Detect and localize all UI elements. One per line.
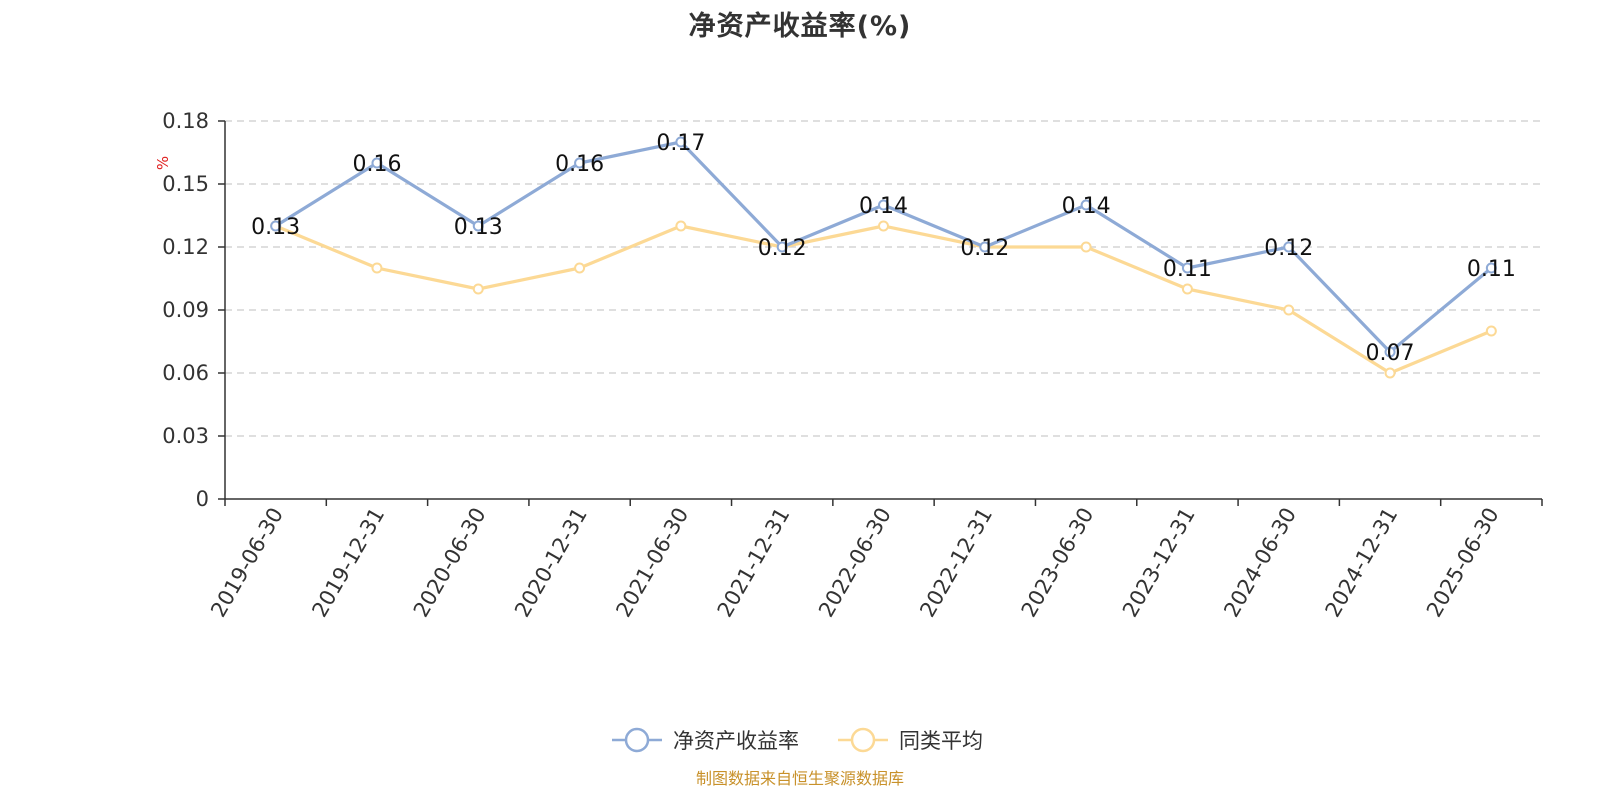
legend-item-roe[interactable]: 净资产收益率 bbox=[612, 727, 799, 753]
data-point bbox=[878, 220, 889, 232]
x-tick-label: 2024-06-30 bbox=[1219, 504, 1301, 622]
data-point bbox=[1485, 325, 1497, 337]
source-note: 制图数据来自恒生聚源数据库 bbox=[695, 769, 904, 788]
data-point bbox=[675, 220, 687, 232]
y-tick-label: 0.09 bbox=[162, 298, 209, 322]
y-tick-label: 0.12 bbox=[162, 235, 209, 259]
legend-label: 净资产收益率 bbox=[673, 729, 799, 753]
x-tick-label: 2025-06-30 bbox=[1422, 504, 1504, 622]
data-point bbox=[1080, 199, 1092, 211]
data-label: 0.11 bbox=[1467, 257, 1516, 282]
y-tick-label: 0.15 bbox=[162, 172, 209, 196]
data-point bbox=[1080, 241, 1092, 253]
data-labels: 0.13 0.16 0.13 0.16 0.17 0.12 0.14 0.12 0.14 0.11… bbox=[251, 131, 1516, 366]
axes: 0 0.03 0.06 0.09 0.12 0.15 0.18% 2019-06-30 2019… bbox=[154, 109, 1543, 622]
data-point bbox=[1283, 304, 1295, 316]
data-point bbox=[1384, 367, 1396, 379]
y-tick-label: 0.03 bbox=[162, 424, 209, 448]
x-tick-label: 2023-06-30 bbox=[1017, 504, 1099, 622]
x-tick-label: 2021-12-31 bbox=[713, 504, 795, 622]
data-label: 0.13 bbox=[251, 215, 300, 240]
data-point bbox=[574, 157, 586, 169]
x-tick-label: 2024-12-31 bbox=[1321, 504, 1403, 622]
data-point bbox=[472, 283, 484, 295]
data-label: 0.12 bbox=[758, 236, 807, 261]
data-point bbox=[472, 220, 484, 232]
data-point bbox=[1181, 283, 1193, 295]
data-point bbox=[979, 241, 991, 253]
data-label: 0.12 bbox=[1264, 236, 1313, 261]
data-label: 0.14 bbox=[1062, 194, 1111, 219]
y-axis-unit: % bbox=[154, 156, 172, 170]
y-tick-label: 0.06 bbox=[162, 361, 209, 385]
data-point bbox=[371, 262, 383, 274]
data-label: 0.17 bbox=[656, 131, 705, 156]
data-point bbox=[574, 262, 586, 274]
x-tick-label: 2020-06-30 bbox=[409, 504, 491, 622]
series-lines bbox=[270, 136, 1497, 379]
x-tick-label: 2022-06-30 bbox=[814, 504, 896, 622]
y-tick-label: 0 bbox=[196, 487, 209, 511]
x-tick-label: 2019-06-30 bbox=[206, 504, 288, 622]
legend-marker bbox=[850, 727, 876, 753]
data-label: 0.14 bbox=[859, 194, 908, 219]
data-point bbox=[371, 157, 383, 169]
data-point bbox=[1283, 241, 1295, 253]
x-tick-label: 2022-12-31 bbox=[915, 503, 997, 621]
data-label: 0.07 bbox=[1366, 341, 1415, 366]
data-point bbox=[270, 220, 282, 232]
grid-lines bbox=[225, 120, 1542, 437]
data-label: 0.16 bbox=[555, 152, 604, 177]
x-tick-label: 2023-12-31 bbox=[1118, 504, 1200, 622]
data-label: 0.13 bbox=[454, 215, 503, 240]
chart-title: 净资产收益率(%) bbox=[688, 11, 912, 42]
legend-marker bbox=[624, 727, 650, 753]
x-tick-label: 2021-06-30 bbox=[611, 504, 693, 622]
data-point bbox=[1384, 346, 1396, 358]
data-label: 0.11 bbox=[1163, 257, 1212, 282]
x-tick-label: 2019-12-31 bbox=[307, 504, 389, 622]
y-tick-label: 0.18 bbox=[162, 109, 209, 133]
legend-label: 同类平均 bbox=[899, 729, 983, 753]
x-tick-label: 2020-12-31 bbox=[510, 504, 592, 622]
data-label: 0.16 bbox=[352, 152, 401, 177]
data-point bbox=[1181, 262, 1193, 274]
legend-item-peer-average[interactable]: 同类平均 bbox=[838, 727, 983, 753]
data-point bbox=[675, 136, 687, 148]
legend[interactable]: 净资产收益率 同类平均 bbox=[612, 727, 983, 753]
data-point bbox=[776, 241, 788, 253]
data-point bbox=[1485, 262, 1497, 274]
data-point bbox=[878, 199, 889, 211]
data-label: 0.12 bbox=[960, 236, 1009, 261]
